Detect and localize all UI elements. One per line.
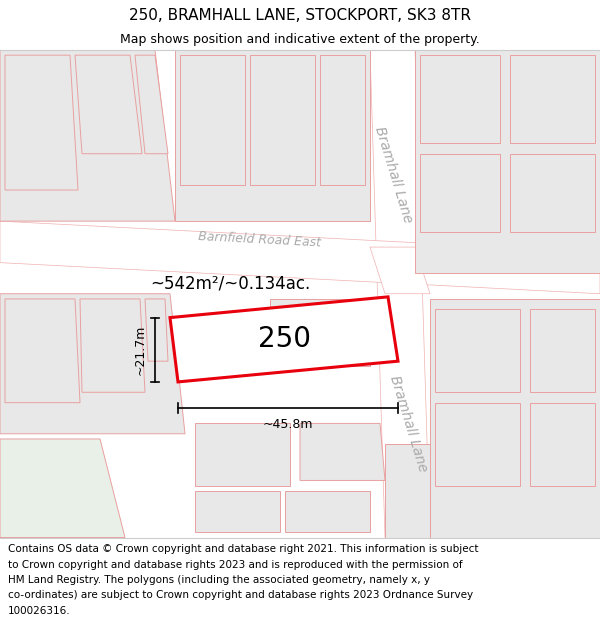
Polygon shape	[385, 444, 430, 538]
Text: 250, BRAMHALL LANE, STOCKPORT, SK3 8TR: 250, BRAMHALL LANE, STOCKPORT, SK3 8TR	[129, 8, 471, 22]
Polygon shape	[320, 55, 365, 185]
Text: HM Land Registry. The polygons (including the associated geometry, namely x, y: HM Land Registry. The polygons (includin…	[8, 575, 430, 585]
Polygon shape	[530, 402, 595, 486]
Polygon shape	[300, 423, 385, 481]
Polygon shape	[510, 55, 595, 143]
Text: Contains OS data © Crown copyright and database right 2021. This information is : Contains OS data © Crown copyright and d…	[8, 544, 478, 554]
Polygon shape	[195, 491, 280, 532]
Polygon shape	[250, 55, 315, 185]
Polygon shape	[420, 55, 500, 143]
Polygon shape	[0, 50, 175, 221]
Polygon shape	[135, 55, 168, 154]
Text: ~45.8m: ~45.8m	[263, 418, 313, 431]
Polygon shape	[415, 50, 600, 273]
Polygon shape	[170, 297, 398, 382]
Polygon shape	[175, 50, 370, 221]
Text: 250: 250	[257, 326, 311, 353]
Text: ~542m²/~0.134ac.: ~542m²/~0.134ac.	[150, 274, 310, 292]
Polygon shape	[435, 309, 520, 392]
Text: ~21.7m: ~21.7m	[133, 324, 146, 375]
Polygon shape	[0, 221, 600, 294]
Polygon shape	[285, 491, 370, 532]
Text: Bramhall Lane: Bramhall Lane	[371, 124, 415, 224]
Polygon shape	[420, 154, 500, 231]
Polygon shape	[0, 294, 185, 434]
Text: to Crown copyright and database rights 2023 and is reproduced with the permissio: to Crown copyright and database rights 2…	[8, 560, 463, 570]
Polygon shape	[75, 55, 142, 154]
Polygon shape	[5, 55, 78, 190]
Polygon shape	[5, 299, 80, 402]
Polygon shape	[430, 299, 600, 538]
Text: Barnfield Road East: Barnfield Road East	[199, 230, 322, 249]
Text: 100026316.: 100026316.	[8, 606, 70, 616]
Polygon shape	[530, 309, 595, 392]
Polygon shape	[270, 299, 370, 366]
Polygon shape	[0, 439, 125, 538]
Text: co-ordinates) are subject to Crown copyright and database rights 2023 Ordnance S: co-ordinates) are subject to Crown copyr…	[8, 591, 473, 601]
Polygon shape	[435, 402, 520, 486]
Text: Map shows position and indicative extent of the property.: Map shows position and indicative extent…	[120, 34, 480, 46]
Polygon shape	[145, 299, 168, 361]
Polygon shape	[370, 247, 430, 294]
Text: Bramhall Lane: Bramhall Lane	[386, 374, 430, 473]
Polygon shape	[370, 50, 430, 538]
Polygon shape	[195, 423, 290, 486]
Polygon shape	[180, 55, 245, 185]
Polygon shape	[510, 154, 595, 231]
Polygon shape	[80, 299, 145, 392]
